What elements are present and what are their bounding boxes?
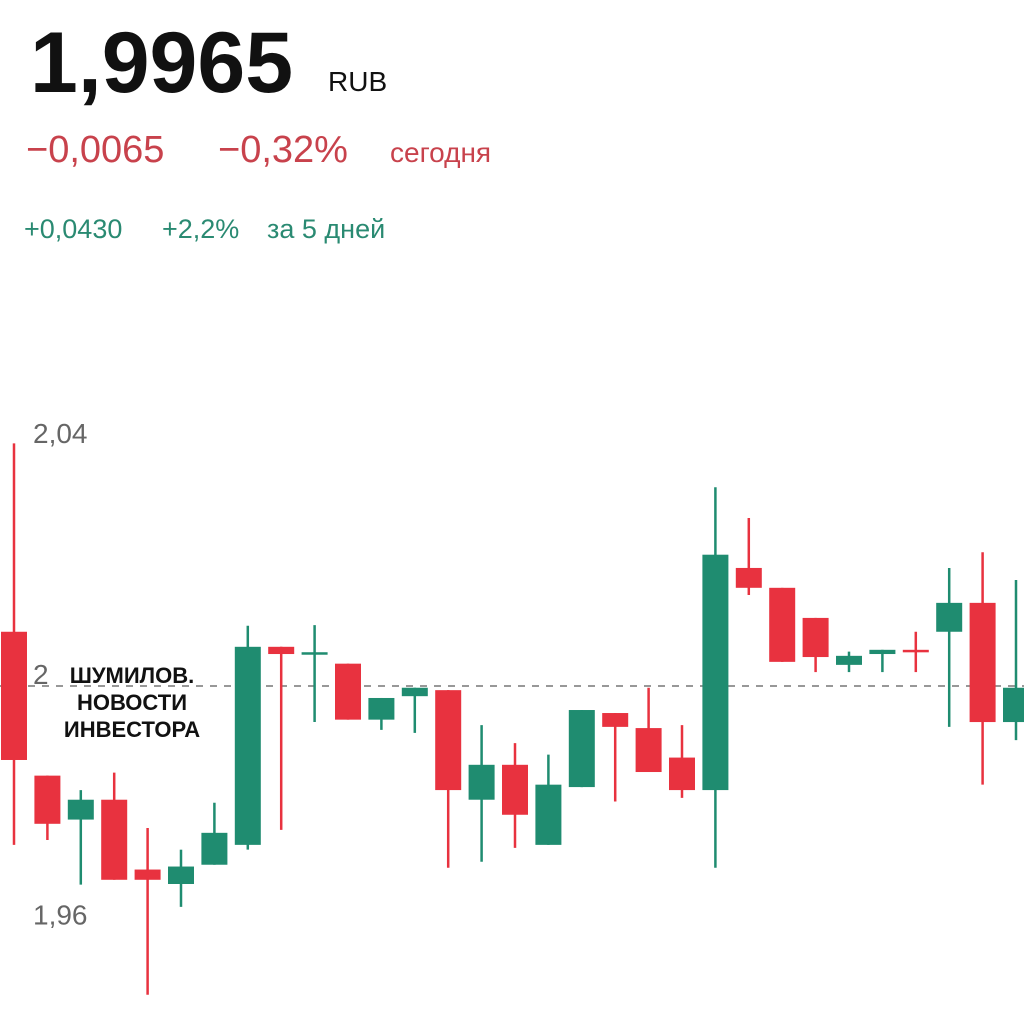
candle-body (67, 799, 94, 820)
price: 1,9965 (30, 15, 293, 111)
plot: 2,04 2 1,96 (0, 418, 1024, 995)
candle-body (836, 655, 862, 665)
candle-body (468, 764, 495, 800)
candle-body (1, 631, 27, 760)
change-today: −0,0065 (26, 129, 164, 171)
candle-body (969, 602, 996, 723)
candle-body (802, 617, 829, 658)
candle-body (368, 697, 395, 720)
candle-body (1003, 687, 1024, 723)
candle-body (669, 757, 695, 791)
currency: RUB (328, 66, 387, 97)
candle-body (301, 652, 328, 655)
change-5d-pct: +2,2% (162, 214, 239, 244)
candle-body (401, 687, 428, 697)
candle-body (134, 869, 161, 880)
candle-body (535, 784, 562, 845)
today-label: сегодня (390, 137, 491, 168)
candle-body (201, 832, 228, 865)
candle-body (568, 710, 595, 788)
candle-body (769, 587, 796, 662)
change-5d: +0,0430 (24, 214, 122, 244)
candle-body (34, 775, 61, 824)
candle-body (435, 690, 462, 791)
y-tick-label: 2,04 (33, 418, 88, 449)
candle-body (602, 713, 629, 727)
watermark: ШУМИЛОВ. НОВОСТИ ИНВЕСТОРА (64, 663, 200, 742)
candle-body (936, 602, 963, 632)
period-label: за 5 дней (267, 214, 385, 244)
watermark-line: ИНВЕСТОРА (64, 717, 200, 742)
candle-body (869, 649, 896, 655)
change-today-pct: −0,32% (218, 129, 348, 171)
watermark-line: ШУМИЛОВ. (70, 663, 194, 688)
candle-body (902, 649, 929, 653)
candle-body (168, 866, 194, 884)
candle-body (735, 567, 762, 588)
candle-body (335, 663, 361, 720)
candle-body (635, 728, 662, 773)
candle-body (502, 764, 528, 815)
candle-body (702, 554, 729, 791)
watermark-line: НОВОСТИ (77, 690, 187, 715)
y-tick-label: 1,96 (33, 900, 88, 931)
candle-body (234, 646, 261, 845)
candle-body (268, 646, 295, 655)
y-tick-label: 2 (33, 659, 49, 690)
candle-body (101, 799, 128, 880)
